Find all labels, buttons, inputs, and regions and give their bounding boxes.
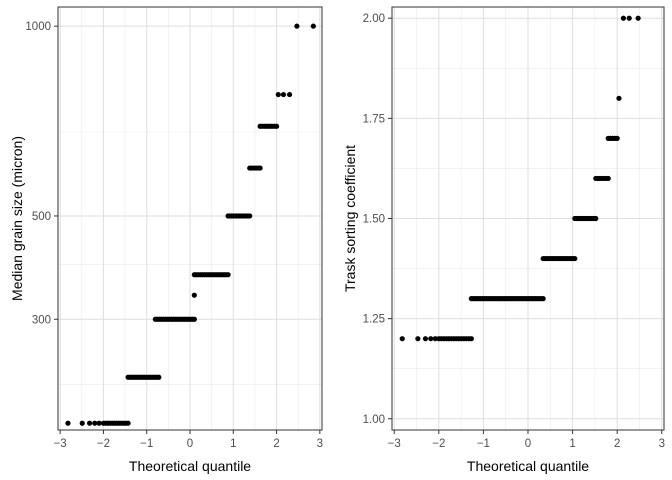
left-grid — [58, 7, 322, 430]
data-point — [257, 165, 263, 171]
left-x-axis-title: Theoretical quantile — [129, 458, 251, 474]
data-point — [280, 91, 287, 98]
data-point — [620, 15, 627, 21]
data-point — [399, 336, 405, 342]
y-tick-label: 2.00 — [363, 13, 385, 25]
x-tick-label: 1 — [569, 438, 575, 450]
right-x-tick-labels: −3 −2 −1 0 1 2 3 — [388, 438, 665, 450]
data-point — [96, 420, 102, 426]
y-tick-label: 1.50 — [363, 214, 385, 226]
data-point — [286, 91, 293, 98]
y-tick-label: 300 — [32, 314, 51, 326]
x-tick-label: 3 — [317, 438, 323, 450]
data-point — [310, 23, 316, 29]
x-tick-label: 0 — [525, 438, 531, 450]
data-point — [468, 336, 474, 342]
x-tick-label: 0 — [187, 438, 193, 450]
data-point — [273, 123, 280, 129]
x-tick-label: −3 — [388, 438, 401, 450]
x-tick-label: −1 — [140, 438, 153, 450]
x-tick-label: −2 — [432, 438, 445, 450]
x-tick-label: −2 — [97, 438, 110, 450]
data-point — [294, 23, 300, 29]
right-points — [399, 15, 641, 342]
right-panel: −3 −2 −1 0 1 2 3 1.00 1.25 1.50 1.75 2.00 Theoreti… — [342, 6, 665, 474]
data-point — [275, 91, 281, 98]
data-point — [635, 15, 641, 21]
left-ticks — [54, 25, 321, 434]
data-point — [191, 292, 197, 298]
data-point — [540, 296, 546, 302]
data-point — [593, 215, 599, 222]
right-y-axis-title: Trask sorting coefficient — [342, 145, 358, 292]
x-tick-label: 1 — [230, 438, 236, 450]
data-point — [156, 374, 162, 380]
data-point — [614, 135, 620, 141]
right-ticks — [388, 17, 663, 434]
data-point — [572, 255, 578, 262]
y-tick-label: 1.75 — [363, 113, 385, 125]
data-point — [415, 336, 421, 342]
data-point — [65, 420, 71, 426]
data-point — [86, 420, 93, 426]
data-point — [626, 15, 632, 21]
left-points — [65, 23, 316, 426]
data-point — [428, 336, 434, 342]
data-point — [616, 95, 622, 101]
data-point — [225, 272, 231, 278]
x-tick-label: 2 — [614, 438, 620, 450]
data-point — [605, 175, 611, 182]
y-tick-label: 1000 — [25, 21, 51, 33]
right-grid — [392, 7, 664, 430]
right-x-axis-title: Theoretical quantile — [467, 458, 589, 474]
data-point — [79, 420, 85, 426]
data-point — [422, 336, 429, 342]
y-tick-label: 500 — [32, 211, 51, 223]
data-point — [247, 213, 253, 219]
x-tick-label: 3 — [659, 438, 665, 450]
left-x-tick-labels: −3 −2 −1 0 1 2 3 — [54, 438, 323, 450]
y-tick-label: 1.25 — [363, 314, 385, 326]
left-panel: −3 −2 −1 0 1 2 3 300 500 1000 Theoretical quanti… — [9, 6, 323, 474]
x-tick-label: −3 — [54, 438, 67, 450]
y-tick-label: 1.00 — [363, 414, 385, 426]
left-y-axis-title: Median grain size (micron) — [9, 136, 25, 301]
right-y-tick-labels: 1.00 1.25 1.50 1.75 2.00 — [363, 13, 385, 426]
data-point — [191, 316, 197, 322]
x-tick-label: −1 — [477, 438, 490, 450]
x-tick-label: 2 — [273, 438, 279, 450]
left-y-tick-labels: 300 500 1000 — [25, 21, 51, 326]
data-point — [92, 420, 98, 426]
data-point — [432, 336, 438, 342]
data-point — [125, 420, 131, 426]
